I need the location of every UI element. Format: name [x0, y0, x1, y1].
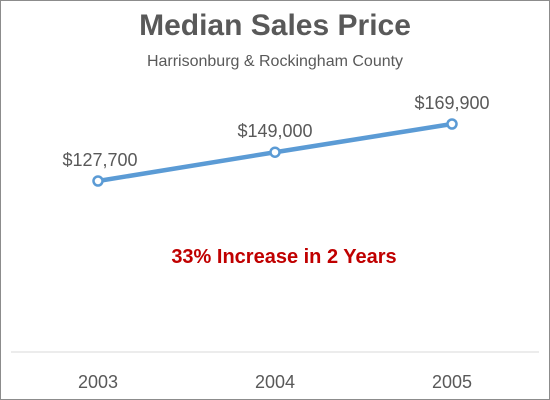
- data-label-2005: $169,900: [414, 93, 489, 113]
- chart-subtitle: Harrisonburg & Rockingham County: [146, 53, 404, 70]
- x-tick-label-2005: 2005: [432, 372, 472, 392]
- data-label-2004: $149,000: [237, 121, 312, 141]
- data-point-2003: [92, 175, 104, 187]
- data-labels: $127,700 $149,000 $169,900: [62, 93, 489, 170]
- data-label-2003: $127,700: [62, 150, 137, 170]
- chart-title: Median Sales Price: [139, 9, 411, 42]
- data-points: [92, 118, 458, 187]
- data-point-2005: [446, 118, 458, 130]
- x-tick-label-2003: 2003: [78, 372, 118, 392]
- data-point-2004: [269, 146, 281, 158]
- increase-annotation: 33% Increase in 2 Years: [171, 246, 396, 268]
- x-tick-label-2004: 2004: [255, 372, 295, 392]
- x-tick-labels: 2003 2004 2005: [78, 372, 472, 392]
